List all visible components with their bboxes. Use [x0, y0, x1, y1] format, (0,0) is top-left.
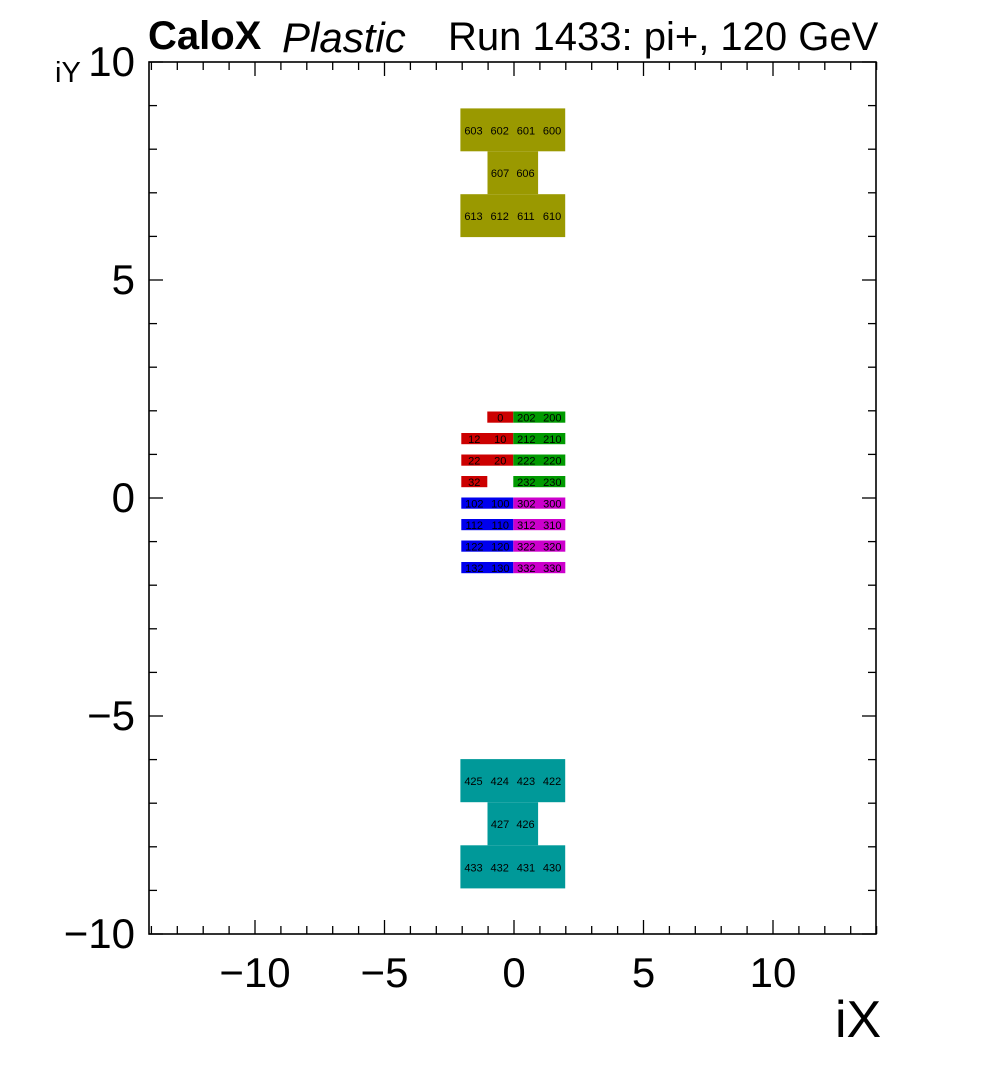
svg-text:222: 222 [517, 455, 535, 467]
svg-text:433: 433 [464, 862, 482, 874]
svg-text:110: 110 [492, 520, 510, 532]
svg-text:430: 430 [543, 862, 561, 874]
svg-text:431: 431 [517, 862, 535, 874]
svg-text:606: 606 [516, 168, 534, 180]
svg-text:332: 332 [517, 563, 535, 575]
svg-text:612: 612 [491, 211, 509, 223]
svg-text:300: 300 [543, 498, 561, 510]
svg-text:427: 427 [491, 819, 509, 831]
svg-text:202: 202 [517, 412, 535, 424]
svg-text:200: 200 [543, 412, 561, 424]
svg-text:610: 610 [543, 211, 561, 223]
svg-text:102: 102 [465, 498, 483, 510]
svg-text:302: 302 [517, 498, 535, 510]
svg-text:22: 22 [468, 455, 480, 467]
svg-text:602: 602 [491, 125, 509, 137]
svg-text:210: 210 [543, 434, 561, 446]
svg-text:322: 322 [517, 541, 535, 553]
svg-text:611: 611 [517, 211, 535, 223]
svg-text:320: 320 [543, 541, 561, 553]
svg-text:425: 425 [464, 776, 482, 788]
svg-text:603: 603 [464, 125, 482, 137]
svg-text:232: 232 [517, 477, 535, 489]
svg-text:132: 132 [465, 563, 483, 575]
svg-text:607: 607 [491, 168, 509, 180]
svg-text:12: 12 [468, 434, 480, 446]
svg-text:230: 230 [543, 477, 561, 489]
svg-text:10: 10 [494, 434, 506, 446]
svg-text:600: 600 [543, 125, 561, 137]
svg-text:601: 601 [517, 125, 535, 137]
svg-text:613: 613 [464, 211, 482, 223]
svg-text:122: 122 [465, 541, 483, 553]
svg-text:212: 212 [517, 434, 535, 446]
svg-text:100: 100 [491, 498, 509, 510]
svg-text:426: 426 [516, 819, 534, 831]
svg-text:220: 220 [543, 455, 561, 467]
svg-text:423: 423 [517, 776, 535, 788]
svg-text:32: 32 [468, 477, 480, 489]
svg-text:130: 130 [491, 563, 509, 575]
svg-text:120: 120 [491, 541, 509, 553]
svg-text:0: 0 [497, 412, 503, 424]
svg-text:312: 312 [517, 520, 535, 532]
svg-text:330: 330 [543, 563, 561, 575]
svg-text:310: 310 [543, 520, 561, 532]
svg-text:432: 432 [491, 862, 509, 874]
svg-text:424: 424 [491, 776, 509, 788]
svg-text:20: 20 [494, 455, 506, 467]
svg-text:112: 112 [466, 520, 484, 532]
svg-text:422: 422 [543, 776, 561, 788]
